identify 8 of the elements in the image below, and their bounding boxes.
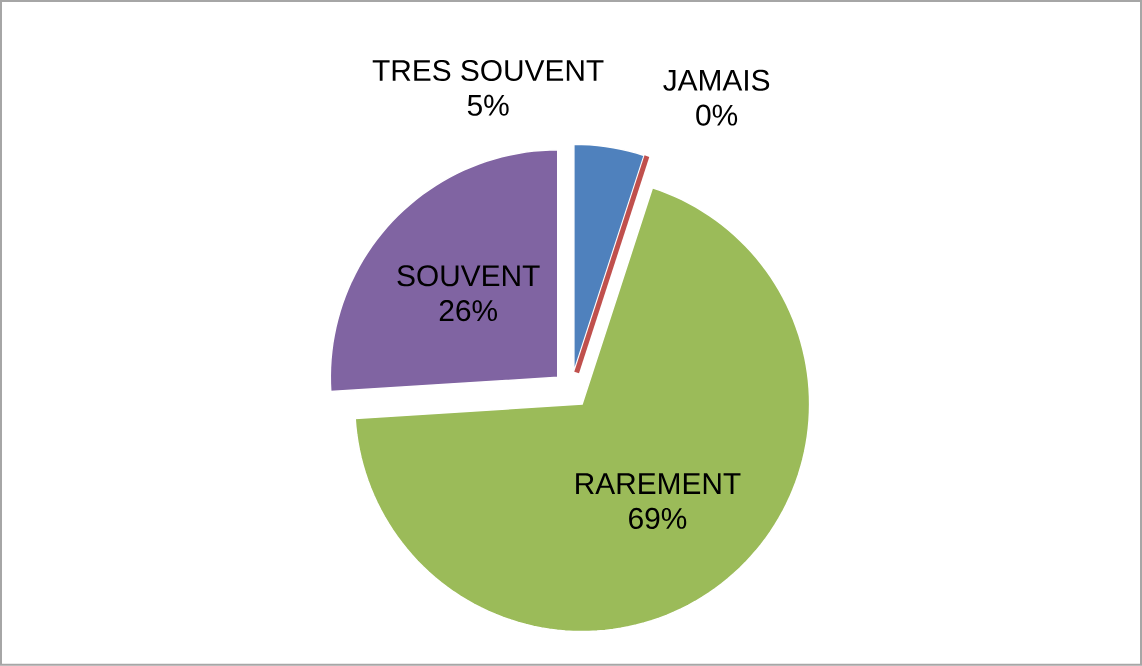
category-label: JAMAIS (663, 69, 770, 91)
text: 0% (696, 104, 738, 126)
data-label: 26% (439, 300, 497, 322)
data-label: 5% (467, 94, 509, 116)
slice-label: RAREMENT (576, 473, 741, 494)
slice-label: SOUVENT (397, 265, 540, 287)
slice-label: TRES SOUVENT (372, 60, 604, 82)
data-label: 69% (629, 507, 687, 530)
